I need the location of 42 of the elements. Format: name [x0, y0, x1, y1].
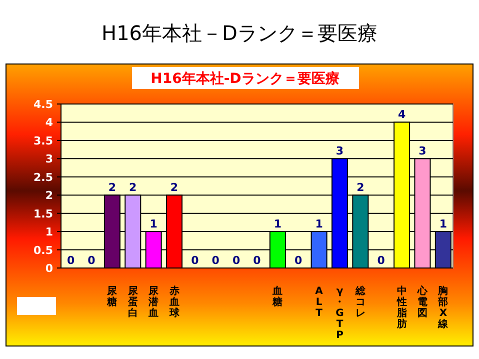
data-label: 0 [88, 254, 96, 267]
chart-subtitle: H16年本社-Dランク＝要医療 [150, 70, 340, 87]
chart-title: H16年本社－Dランク＝要医療 [102, 21, 378, 45]
y-tick-label: 3 [45, 152, 53, 166]
data-label: 1 [439, 218, 447, 231]
y-tick-label: 1 [45, 226, 53, 239]
x-tick-label: ALT [315, 286, 324, 319]
x-tick-label: γ・GTP [334, 286, 345, 341]
data-label: 3 [418, 144, 426, 158]
data-label: 1 [315, 218, 323, 231]
data-label: 2 [170, 181, 178, 194]
data-label: 0 [212, 254, 220, 267]
x-tick-label: 血糖 [272, 285, 283, 308]
data-label: 2 [129, 181, 137, 194]
x-tick-label: 赤血球 [168, 285, 180, 319]
x-tick-label: 心電図 [416, 285, 428, 319]
y-tick-label: 0.5 [34, 244, 53, 257]
x-tick-label: 尿潜血 [148, 285, 160, 319]
x-tick-label: 中性脂肪 [396, 285, 407, 330]
data-label: 2 [356, 181, 364, 194]
y-tick-label: 1.5 [34, 207, 53, 220]
y-tick-label: 0 [45, 262, 54, 275]
data-label: 1 [274, 218, 282, 231]
data-label: 1 [150, 218, 158, 231]
y-tick-label: 4.5 [34, 98, 53, 111]
data-label: 2 [108, 181, 116, 194]
data-label: 0 [294, 254, 303, 267]
y-tick-label: 3.5 [34, 134, 53, 148]
x-tick-label: 総コレ [354, 285, 366, 319]
y-tick-label: 2 [45, 189, 53, 202]
y-tick-label: 2.5 [34, 170, 53, 184]
data-label: 4 [398, 108, 406, 122]
data-label: 0 [377, 254, 386, 267]
x-tick-label: 尿蛋白 [126, 285, 139, 319]
data-label: 0 [191, 254, 200, 267]
x-tick-label: 尿糖 [106, 285, 118, 308]
data-label: 0 [253, 254, 262, 267]
x-tick-label: 胸部X線 [437, 285, 450, 330]
data-label: 3 [336, 144, 344, 158]
data-label: 0 [67, 254, 75, 267]
data-label: 0 [232, 254, 240, 267]
y-tick-label: 4 [45, 116, 54, 130]
